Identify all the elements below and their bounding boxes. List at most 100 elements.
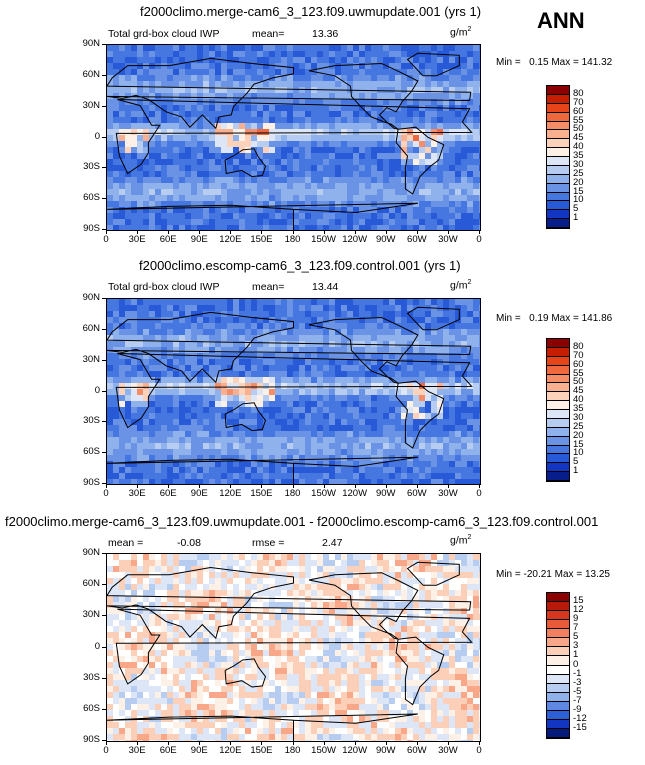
colorbar-label: -3 bbox=[573, 676, 582, 688]
colorbar-box bbox=[546, 338, 570, 482]
y-tick bbox=[102, 167, 106, 169]
x-tick bbox=[292, 230, 294, 234]
colorbar-label: 55 bbox=[573, 114, 584, 126]
colorbar-swatch bbox=[547, 86, 569, 95]
colorbar-label: 7 bbox=[573, 622, 579, 634]
map-field bbox=[107, 45, 480, 230]
y-tick bbox=[102, 708, 106, 710]
y-tick bbox=[102, 740, 106, 741]
x-tick-label: 0 bbox=[476, 234, 482, 245]
y-tick-label: 60S bbox=[83, 192, 100, 204]
coastline bbox=[308, 62, 419, 130]
coastline bbox=[395, 380, 445, 449]
y-tick bbox=[102, 615, 106, 617]
colorbar-swatch bbox=[547, 210, 569, 220]
x-tick bbox=[137, 484, 139, 488]
panel3-mean-value: -0.08 bbox=[177, 537, 201, 549]
panel2-map bbox=[106, 298, 481, 485]
y-tick bbox=[102, 677, 106, 679]
x-tick bbox=[447, 484, 449, 488]
y-tick-label: 30S bbox=[83, 415, 100, 427]
colorbar-swatch bbox=[547, 339, 569, 348]
x-tick bbox=[416, 741, 418, 745]
x-tick-label: 150W bbox=[311, 234, 336, 245]
y-tick-label: 30N bbox=[82, 99, 100, 111]
colorbar-swatch bbox=[547, 638, 569, 648]
panel1-title: f2000climo.merge-cam6_3_123.f09.uwmupdat… bbox=[140, 4, 482, 19]
panel1-units: g/m2 bbox=[450, 26, 472, 39]
colorbar-label: 15 bbox=[573, 185, 584, 197]
colorbar-label: 55 bbox=[573, 367, 584, 379]
x-tick-label: 60W bbox=[407, 234, 427, 245]
x-tick-label: 180 bbox=[284, 745, 301, 756]
colorbar-swatch bbox=[547, 472, 569, 481]
colorbar-swatch bbox=[547, 674, 569, 684]
colorbar-swatch bbox=[547, 94, 569, 104]
colorbar-label: -12 bbox=[573, 712, 587, 724]
coastline bbox=[107, 57, 472, 130]
panel2-min-max: Min = 0.19 Max = 141.86 bbox=[496, 313, 613, 324]
x-tick-label: 60W bbox=[407, 488, 427, 499]
colorbar-label: 5 bbox=[573, 631, 579, 643]
coastline bbox=[395, 126, 445, 195]
colorbar-label: 60 bbox=[573, 105, 584, 117]
x-tick bbox=[292, 741, 294, 745]
x-tick-label: 150W bbox=[311, 745, 336, 756]
x-tick bbox=[323, 484, 325, 488]
panel1-map bbox=[106, 44, 481, 231]
map-field bbox=[107, 554, 480, 741]
colorbar-label: 25 bbox=[573, 420, 584, 432]
coastline bbox=[406, 52, 460, 77]
colorbar-label: -5 bbox=[573, 685, 582, 697]
x-tick bbox=[199, 230, 201, 234]
colorbar-swatch bbox=[547, 728, 569, 738]
x-tick bbox=[261, 484, 263, 488]
colorbar-swatch bbox=[547, 165, 569, 175]
colorbar-label: -7 bbox=[573, 694, 582, 706]
season-label: ANN bbox=[537, 8, 585, 33]
y-tick-label: 90N bbox=[82, 547, 100, 558]
colorbar-label: 15 bbox=[573, 595, 584, 607]
colorbar-swatch bbox=[547, 192, 569, 202]
colorbar-label: 45 bbox=[573, 385, 584, 397]
x-tick-label: 120E bbox=[219, 745, 242, 756]
y-tick-label: 90S bbox=[83, 223, 100, 234]
x-tick bbox=[479, 230, 480, 234]
colorbar-label: 5 bbox=[573, 456, 579, 468]
y-tick-label: 0 bbox=[94, 130, 100, 142]
panel2-units: g/m2 bbox=[450, 279, 472, 292]
x-tick-label: 180 bbox=[284, 234, 301, 245]
colorbar-swatch bbox=[547, 383, 569, 393]
colorbar-label: 10 bbox=[573, 447, 584, 459]
y-tick-label: 30S bbox=[83, 161, 100, 173]
colorbar-swatch bbox=[547, 401, 569, 410]
y-tick bbox=[102, 328, 106, 330]
colorbar-swatch bbox=[547, 611, 569, 621]
coastline bbox=[115, 608, 473, 685]
y-tick bbox=[102, 452, 106, 454]
coastline bbox=[406, 561, 460, 586]
coastline bbox=[107, 713, 418, 741]
y-tick bbox=[102, 553, 106, 554]
colorbar-label: 60 bbox=[573, 358, 584, 370]
colorbar-swatch bbox=[547, 174, 569, 184]
coastline bbox=[308, 572, 419, 640]
y-tick-label: 60N bbox=[82, 578, 100, 590]
x-tick-label: 90W bbox=[375, 234, 396, 245]
x-tick-label: 30W bbox=[438, 745, 458, 756]
coastline bbox=[308, 316, 419, 384]
colorbar-swatch bbox=[547, 701, 569, 711]
panel3-rmse-label: rmse = bbox=[252, 537, 285, 549]
y-tick bbox=[102, 359, 106, 361]
panel3-units: g/m2 bbox=[450, 534, 472, 547]
colorbar-label: 20 bbox=[573, 176, 584, 188]
colorbar-label: 40 bbox=[573, 394, 584, 406]
x-tick-label: 180 bbox=[284, 488, 301, 499]
colorbar-label: 25 bbox=[573, 167, 584, 179]
colorbar-swatch bbox=[547, 157, 569, 166]
x-tick bbox=[385, 741, 387, 745]
y-tick-label: 60S bbox=[83, 702, 100, 714]
x-tick bbox=[354, 230, 356, 234]
x-tick bbox=[447, 741, 449, 745]
colorbar-swatch bbox=[547, 683, 569, 693]
